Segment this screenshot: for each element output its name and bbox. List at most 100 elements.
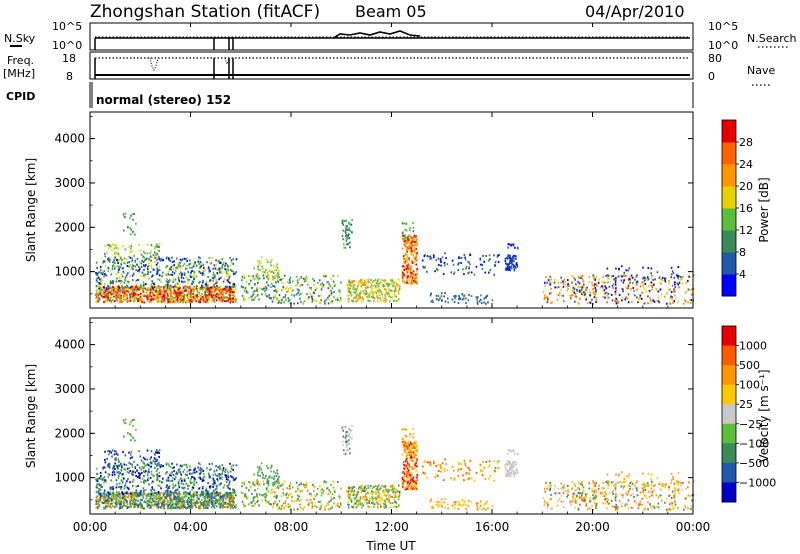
power-cell bbox=[367, 280, 370, 283]
power-cell bbox=[691, 293, 693, 296]
power-cell bbox=[130, 228, 132, 231]
velocity-cell bbox=[212, 473, 214, 476]
power-cell bbox=[102, 271, 104, 274]
velocity-cell bbox=[228, 499, 231, 502]
power-cell bbox=[157, 245, 159, 248]
velocity-cell bbox=[245, 495, 248, 498]
velocity-cell bbox=[141, 495, 144, 498]
velocity-cell bbox=[100, 478, 102, 481]
power-cell bbox=[285, 286, 288, 289]
velocity-cell bbox=[345, 440, 347, 443]
velocity-cell bbox=[147, 464, 150, 467]
power-cell bbox=[258, 261, 261, 264]
power-cell bbox=[220, 296, 223, 299]
power-cell bbox=[193, 278, 195, 281]
velocity-cell bbox=[103, 492, 105, 495]
velocity-cell bbox=[165, 472, 168, 475]
velocity-cell bbox=[108, 505, 111, 508]
power-cell bbox=[408, 267, 411, 270]
velocity-cell bbox=[213, 495, 216, 498]
power-cell bbox=[370, 295, 373, 298]
velocity-cell bbox=[120, 500, 122, 503]
power-cell bbox=[214, 291, 217, 294]
power-cell bbox=[179, 287, 181, 290]
velocity-cell bbox=[128, 506, 131, 509]
velocity-cell bbox=[113, 501, 115, 504]
velocity-cell bbox=[190, 482, 192, 485]
power-cell bbox=[150, 287, 153, 290]
power-cell bbox=[583, 291, 585, 294]
velocity-cell bbox=[161, 501, 164, 504]
power-cell bbox=[107, 285, 109, 288]
velocity-cell bbox=[347, 427, 350, 430]
velocity-cell bbox=[208, 474, 211, 477]
power-cell bbox=[130, 292, 133, 295]
power-cell bbox=[219, 285, 221, 288]
velocity-cell bbox=[345, 434, 348, 437]
velocity-cell bbox=[263, 483, 265, 486]
velocity-cell bbox=[242, 505, 245, 508]
power-cell bbox=[604, 292, 607, 295]
velocity-cell bbox=[110, 479, 113, 482]
power-cell bbox=[572, 291, 574, 294]
power-cell bbox=[100, 283, 102, 286]
power-cell bbox=[176, 257, 178, 260]
velocity-cell bbox=[120, 496, 123, 499]
power-cell bbox=[115, 297, 118, 300]
velocity-cell bbox=[137, 504, 140, 507]
power-cell bbox=[169, 267, 172, 270]
power-cell bbox=[404, 240, 407, 243]
velocity-cell bbox=[222, 486, 225, 489]
colorbar-swatch bbox=[722, 120, 736, 143]
velocity-cell bbox=[139, 490, 142, 493]
velocity-cell bbox=[233, 497, 235, 500]
power-cell bbox=[299, 283, 302, 286]
power-cell bbox=[109, 245, 111, 248]
velocity-cell bbox=[180, 506, 183, 509]
power-cell bbox=[156, 298, 159, 301]
power-cell bbox=[652, 299, 654, 302]
velocity-cell bbox=[164, 496, 166, 499]
velocity-cell bbox=[228, 487, 231, 490]
power-cell bbox=[614, 279, 617, 282]
power-cell bbox=[166, 286, 169, 289]
power-cell bbox=[280, 302, 283, 305]
power-cell bbox=[579, 286, 581, 289]
velocity-cell bbox=[178, 468, 180, 471]
velocity-cell bbox=[126, 503, 129, 506]
power-cell bbox=[219, 297, 221, 300]
power-cell bbox=[218, 286, 220, 289]
velocity-cell bbox=[273, 495, 275, 498]
velocity-cell bbox=[97, 492, 100, 495]
power-cell bbox=[310, 288, 313, 291]
power-cell bbox=[640, 297, 643, 300]
power-cell bbox=[545, 275, 547, 278]
power-cell bbox=[349, 281, 352, 284]
power-cell bbox=[401, 265, 404, 268]
velocity-cell bbox=[282, 488, 284, 491]
power-cell bbox=[340, 281, 342, 284]
velocity-cell bbox=[111, 505, 114, 508]
power-cell bbox=[344, 220, 346, 223]
power-cell bbox=[195, 285, 198, 288]
velocity-cell bbox=[105, 505, 107, 508]
power-cell bbox=[100, 268, 102, 271]
power-cell bbox=[584, 293, 587, 296]
power-cell bbox=[135, 285, 138, 288]
power-cell bbox=[291, 290, 293, 293]
velocity-cell bbox=[175, 492, 178, 495]
velocity-cell bbox=[139, 494, 141, 497]
power-cell bbox=[129, 247, 132, 250]
cpid-label: CPID bbox=[6, 90, 35, 103]
velocity-cell bbox=[124, 482, 127, 485]
velocity-cell bbox=[146, 505, 149, 508]
velocity-cell bbox=[175, 505, 177, 508]
power-cell bbox=[208, 257, 211, 260]
velocity-cell bbox=[227, 492, 229, 495]
power-cell bbox=[406, 266, 409, 269]
power-cell bbox=[398, 284, 401, 287]
velocity-cell bbox=[124, 454, 127, 457]
power-cell bbox=[411, 278, 413, 281]
power-cell bbox=[140, 274, 143, 277]
power-cell bbox=[601, 285, 603, 288]
